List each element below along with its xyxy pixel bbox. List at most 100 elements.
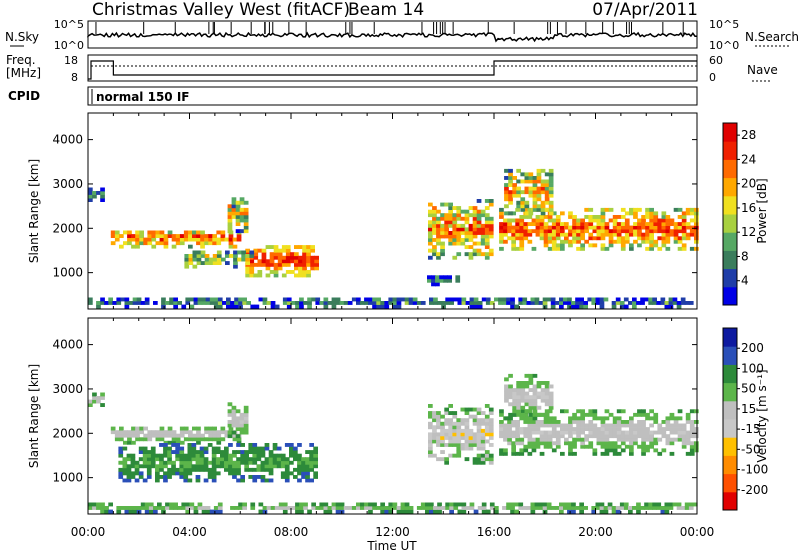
- echo-cell-7: [404, 506, 410, 510]
- echo-cell-5: [649, 441, 654, 446]
- echo-cell-1: [306, 259, 311, 264]
- echo-cell-7: [555, 215, 561, 219]
- echo-cell-7: [193, 506, 199, 510]
- echo-cell-8: [528, 186, 534, 191]
- echo-cell-7: [649, 239, 654, 244]
- echo-cell-9: [331, 304, 337, 309]
- echo-cell-2: [200, 261, 206, 265]
- echo-cell-7: [511, 232, 516, 237]
- echo-cell-9: [185, 297, 191, 302]
- echo-cell-5: [460, 241, 466, 246]
- colorbar-tick-label: 16: [741, 201, 756, 215]
- echo-cell-9: [640, 297, 645, 302]
- y-tick-label: 3000: [52, 177, 83, 191]
- echo-cell-1: [245, 270, 250, 274]
- echo-cell-0: [147, 234, 153, 238]
- echo-cell-0: [192, 437, 197, 442]
- echo-cell-5: [539, 430, 545, 435]
- echo-cell-7: [539, 229, 545, 234]
- echo-cell-4: [484, 450, 490, 454]
- echo-cell-1: [310, 255, 315, 260]
- echo-cell-1: [305, 467, 310, 472]
- colorbar-tick-label: 8: [741, 249, 749, 263]
- echo-cell-9: [518, 297, 524, 302]
- echo-cell-2: [235, 420, 241, 424]
- echo-cell-5: [641, 420, 646, 424]
- echo-cell-9: [587, 297, 593, 302]
- echo-cell-7: [327, 509, 333, 514]
- colorbar-tick-label: -200: [741, 483, 768, 497]
- echo-cell-3: [243, 207, 249, 212]
- echo-cell-4: [448, 432, 453, 437]
- echo-cell-5: [645, 434, 650, 439]
- echo-cell-1: [293, 450, 298, 454]
- echo-cell-7: [612, 232, 618, 237]
- echo-cell-4: [484, 453, 490, 458]
- echo-cell-7: [499, 222, 504, 226]
- echo-cell-9: [104, 301, 109, 305]
- echo-cell-0: [127, 234, 132, 238]
- echo-cell-7: [661, 243, 667, 248]
- echo-cell-5: [428, 202, 433, 207]
- echo-cell-9: [181, 304, 187, 309]
- echo-cell-1: [302, 255, 307, 260]
- echo-cell-1: [183, 478, 189, 483]
- echo-cell-6: [435, 275, 440, 280]
- echo-cell-7: [568, 229, 573, 234]
- echo-cell-7: [694, 218, 699, 223]
- echo-cell-1: [281, 245, 287, 249]
- echo-cell-7: [596, 232, 602, 237]
- echo-cell-9: [404, 301, 410, 305]
- echo-cell-5: [428, 223, 433, 228]
- echo-cell-7: [515, 229, 520, 234]
- echo-cell-5: [543, 441, 549, 446]
- echo-cell-7: [539, 225, 545, 230]
- echo-cell-1: [245, 266, 250, 271]
- echo-cell-1: [252, 453, 258, 458]
- echo-cell-1: [306, 248, 311, 253]
- echo-cell-7: [547, 246, 553, 251]
- echo-cell-5: [637, 423, 642, 428]
- echo-cell-5: [488, 216, 494, 221]
- echo-cell-1: [134, 471, 140, 476]
- echo-cell-7: [551, 211, 557, 216]
- echo-cell-9: [469, 301, 475, 305]
- echo-cell-7: [681, 225, 687, 230]
- echo-cell-5: [633, 423, 638, 428]
- echo-cell-7: [523, 225, 529, 230]
- echo-cell-1: [224, 467, 229, 472]
- colorbar-tick-label: 50: [741, 382, 756, 396]
- echo-cell-8: [548, 207, 554, 212]
- echo-cell-1: [253, 252, 259, 257]
- echo-cell-7: [633, 229, 638, 234]
- echo-cell-0: [196, 426, 201, 431]
- echo-cell-7: [457, 502, 463, 507]
- echo-cell-4: [468, 407, 474, 412]
- echo-cell-0: [232, 237, 238, 242]
- echo-cell-5: [653, 420, 659, 424]
- echo-cell-7: [685, 225, 691, 230]
- echo-cell-7: [568, 243, 573, 248]
- echo-cell-8: [528, 172, 534, 177]
- echo-cell-1: [257, 273, 263, 278]
- echo-cell-5: [592, 416, 598, 421]
- echo-cell-4: [480, 457, 486, 462]
- echo-cell-5: [657, 437, 663, 442]
- echo-cell-1: [203, 467, 209, 472]
- echo-cell-5: [535, 423, 541, 428]
- echo-cell-4: [480, 428, 486, 433]
- echo-cell-2: [243, 423, 249, 428]
- echo-cell-7: [568, 225, 573, 230]
- echo-cell-0: [179, 430, 185, 435]
- echo-cell-7: [657, 222, 663, 226]
- echo-cell-5: [665, 427, 671, 431]
- echo-cell-5: [580, 420, 585, 424]
- echo-cell-2: [212, 261, 218, 265]
- echo-cell-7: [649, 232, 654, 237]
- echo-cell-9: [595, 297, 601, 302]
- echo-cell-4: [440, 439, 445, 444]
- echo-cell-9: [546, 297, 552, 302]
- echo-cell-3: [231, 215, 237, 219]
- echo-cell-9: [644, 297, 649, 302]
